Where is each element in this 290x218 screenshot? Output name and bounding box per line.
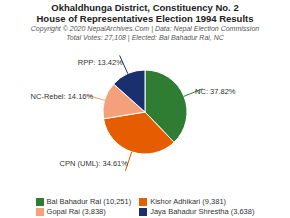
svg-text:NC: 37.82%: NC: 37.82% <box>195 87 236 96</box>
html-text:Okhaldhunga District, Constitu: Okhaldhunga District, Constituency No. 2 <box>51 2 239 13</box>
html-text:Gopal Rai (3,838): Gopal Rai (3,838) <box>46 207 106 216</box>
html-text:Bal Bahadur Rai (10,251): Bal Bahadur Rai (10,251) <box>46 197 132 206</box>
svg-text:NC-Rebel: 14.16%: NC-Rebel: 14.16% <box>31 92 94 101</box>
html-text:Jaya Bahadur Shrestha (3,638): Jaya Bahadur Shrestha (3,638) <box>150 207 255 216</box>
svg-text:CPN (UML): 34.61%: CPN (UML): 34.61% <box>60 159 129 168</box>
html-text:Copyright © 2020 NepalArchives: Copyright © 2020 NepalArchives.Com | Dat… <box>30 25 260 32</box>
html-text:House of Representatives Elect: House of Representatives Election 1994 R… <box>36 13 254 24</box>
html-text:Total Votes: 27,108 | Elected:: Total Votes: 27,108 | Elected: Bal Bahad… <box>66 34 224 41</box>
html-text:Kishor Adhikari (9,381): Kishor Adhikari (9,381) <box>150 197 227 206</box>
svg-text:RPP: 13.42%: RPP: 13.42% <box>78 58 123 67</box>
